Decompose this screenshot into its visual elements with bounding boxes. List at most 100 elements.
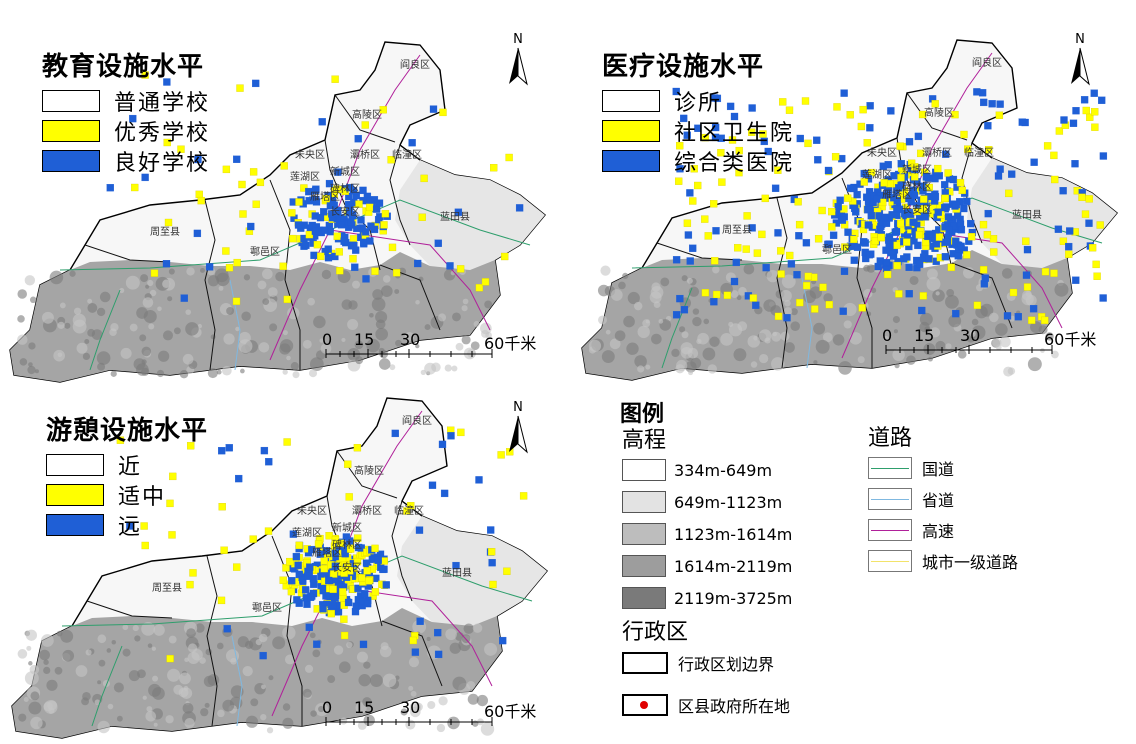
district-label: 灞桥区 (350, 149, 380, 161)
elevation-label: 334m-649m (674, 460, 773, 480)
road-label: 城市一级道路 (922, 552, 1019, 572)
district-label: 蓝田县 (442, 567, 472, 579)
district-label: 长安区 (902, 203, 932, 216)
legend-item: 远 (46, 510, 166, 540)
legend-item: 社区卫生院 (602, 116, 794, 146)
district-label: 周至县 (152, 582, 182, 594)
panel-title: 游憩设施水平 (46, 416, 209, 446)
road-item: 国道 (868, 452, 1018, 483)
district-label: 新城区 (330, 165, 360, 178)
district-label: 鄠邑区 (822, 244, 852, 256)
admin-label: 行政区划边界 (678, 655, 775, 674)
elevation-swatch (622, 459, 666, 481)
legend-swatch (602, 120, 660, 142)
elevation-label: 1123m-1614m (674, 524, 793, 544)
district-label: 蓝田县 (1012, 209, 1042, 221)
facility-cells (116, 426, 528, 663)
panel-title: 医疗设施水平 (602, 52, 765, 82)
elevation-swatch (622, 523, 666, 545)
legend-label: 近 (118, 455, 143, 480)
admin-item: 区县政府所在地 (622, 688, 790, 722)
district-label: 雁塔区 (312, 546, 342, 559)
elevation-swatch (622, 587, 666, 609)
district-label: 阎良区 (400, 58, 430, 71)
legend-label: 优秀学校 (114, 121, 211, 146)
road-label: 国道 (922, 459, 955, 479)
map-legend: 图例 高程 道路 行政区 334m-649m 649m-1123m 1123m-… (620, 396, 1120, 736)
elevation-item: 1123m-1614m (622, 518, 792, 550)
red-dot-icon (640, 701, 648, 709)
road-swatch (868, 487, 912, 510)
legend-swatch (42, 150, 100, 172)
district-label: 雁塔区 (882, 188, 912, 201)
legend-item: 普通学校 (42, 86, 210, 116)
admin-legend: 行政区划边界 区县政府所在地 (622, 646, 790, 722)
admin-title: 行政区 (622, 620, 689, 645)
government-seat-swatch (622, 694, 668, 716)
north-arrow-icon: N (1067, 32, 1093, 88)
scale-bar: 0 15 30 60千米 (322, 330, 537, 358)
district-label: 长安区 (332, 561, 362, 574)
admin-item: 行政区划边界 (622, 646, 790, 680)
legend-swatch (42, 120, 100, 142)
road-item: 城市一级道路 (868, 545, 1018, 576)
elevation-item: 649m-1123m (622, 486, 792, 518)
district-label: 高陵区 (354, 464, 384, 477)
scale-bar: 0 15 30 60千米 (882, 326, 1097, 354)
road-item: 高速 (868, 514, 1018, 545)
district-label: 莲湖区 (862, 169, 892, 181)
district-label: 灞桥区 (352, 505, 382, 517)
legend-swatch (46, 484, 104, 506)
district-label: 阎良区 (972, 56, 1002, 69)
elevation-label: 2119m-3725m (674, 588, 793, 608)
legend-item: 综合类医院 (602, 146, 794, 176)
district-label: 未央区 (295, 148, 325, 161)
elevation-item: 334m-649m (622, 454, 792, 486)
legend-swatch (46, 454, 104, 476)
elevation-legend: 334m-649m 649m-1123m 1123m-1614m 1614m-2… (622, 454, 792, 614)
district-label: 鄠邑区 (252, 602, 282, 614)
legend-item: 近 (46, 450, 166, 480)
admin-label: 区县政府所在地 (678, 697, 791, 716)
legend-label: 诊所 (674, 91, 723, 116)
panel-legend: 诊所 社区卫生院 综合类医院 (602, 86, 794, 176)
district-label: 碑林区 (330, 182, 360, 195)
boundary-swatch (622, 652, 668, 674)
facility-cells (106, 71, 524, 305)
legend-label: 适中 (118, 485, 167, 510)
roads-title: 道路 (868, 426, 913, 451)
district-label: 灞桥区 (922, 147, 952, 159)
district-label: 长安区 (330, 205, 360, 218)
elevation-swatch (622, 491, 666, 513)
elevation-item: 2119m-3725m (622, 582, 792, 614)
district-label: 临潼区 (394, 504, 424, 517)
road-label: 高速 (922, 521, 955, 541)
elevation-swatch (622, 555, 666, 577)
road-swatch (868, 456, 912, 479)
legend-swatch (602, 90, 660, 112)
district-label: 莲湖区 (292, 527, 322, 539)
road-swatch (868, 518, 912, 541)
map-panel-recreation: 阎良区 高陵区 临潼区 灞桥区 未央区 莲湖区 新城区 碑林区 雁塔区 长安区 蓝田县 鄠邑区 周至县 … (0, 392, 566, 744)
north-arrow-icon: N (505, 32, 531, 88)
elevation-label: 1614m-2119m (674, 556, 793, 576)
district-label: 鄠邑区 (250, 246, 280, 258)
district-label: 高陵区 (924, 106, 954, 119)
panel-legend: 近 适中 远 (46, 450, 166, 540)
panel-title: 教育设施水平 (42, 52, 205, 82)
district-label: 碑林区 (902, 180, 932, 193)
district-label: 周至县 (722, 224, 752, 236)
legend-item: 适中 (46, 480, 166, 510)
road-item: 省道 (868, 483, 1018, 514)
district-label: 蓝田县 (440, 211, 470, 223)
legend-label: 综合类医院 (674, 151, 795, 176)
district-label: 新城区 (902, 163, 932, 176)
elevation-item: 1614m-2119m (622, 550, 792, 582)
district-label: 临潼区 (964, 146, 994, 159)
